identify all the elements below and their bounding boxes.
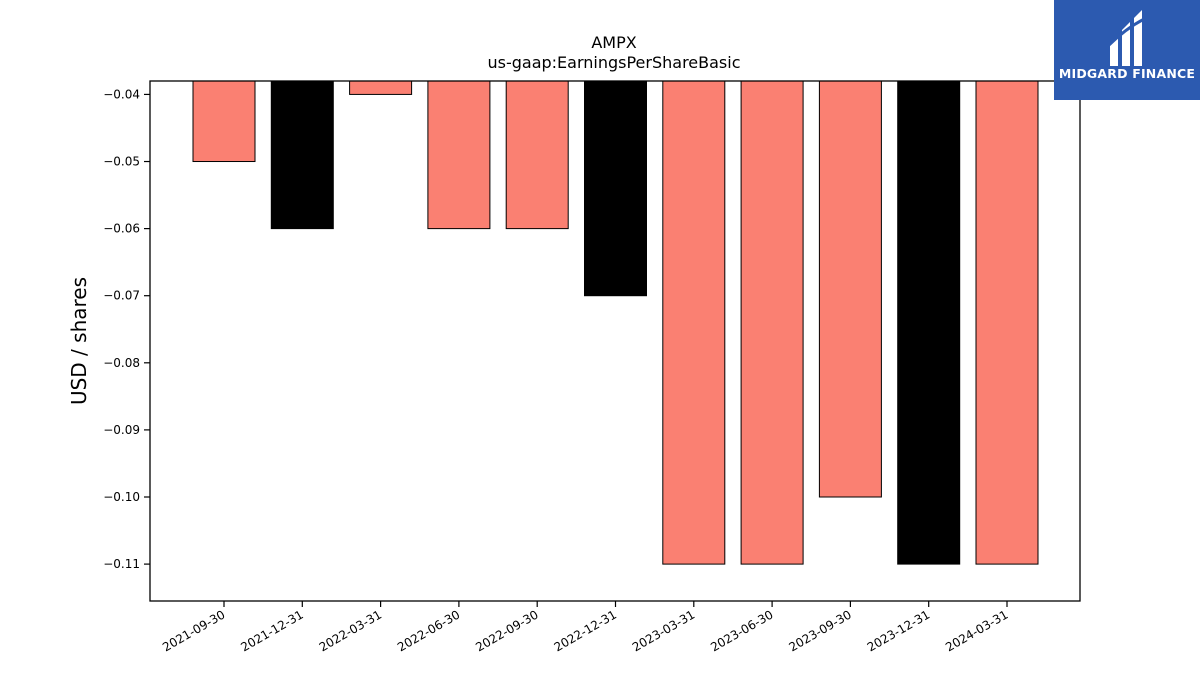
x-axis-ticks: 2021-09-30 2021-12-31 2022-03-31 2022-06-30… — [160, 601, 1011, 654]
x-tick-label: 2021-12-31 — [238, 607, 305, 654]
midgard-logo-icon — [1106, 10, 1147, 66]
bar-2022-12-31 — [584, 80, 647, 297]
bar-2023-09-30 — [818, 80, 882, 498]
x-tick-label: 2022-03-31 — [317, 607, 384, 654]
bar-2022-06-30 — [427, 80, 491, 230]
y-tick-label: −0.05 — [103, 155, 140, 169]
bar-2023-03-31 — [662, 80, 726, 565]
y-tick-label: −0.07 — [103, 289, 140, 303]
brand-logo: MIDGARD FINANCE — [1054, 0, 1200, 100]
bar-2024-03-31 — [975, 80, 1039, 565]
x-tick-label: 2023-09-30 — [786, 607, 853, 654]
chart-title: AMPX — [591, 33, 636, 52]
plot-frame — [149, 80, 1081, 602]
x-tick-label: 2023-03-31 — [630, 607, 697, 654]
x-tick-label: 2022-06-30 — [395, 607, 462, 654]
bar-2023-12-31 — [897, 80, 961, 565]
logo-text: MIDGARD FINANCE — [1058, 66, 1196, 81]
y-tick-label: −0.08 — [103, 356, 140, 370]
y-tick-label: −0.11 — [103, 557, 140, 571]
x-tick-label: 2023-06-30 — [708, 607, 775, 654]
y-tick-label: −0.04 — [103, 87, 140, 101]
x-tick-label: 2023-12-31 — [865, 607, 932, 654]
chart-subtitle: us-gaap:EarningsPerShareBasic — [487, 53, 740, 72]
y-tick-label: −0.06 — [103, 222, 140, 236]
x-tick-label: 2024-03-31 — [943, 607, 1010, 654]
bar-2022-09-30 — [505, 80, 569, 230]
y-axis-label: USD / shares — [67, 277, 91, 405]
bar-2022-03-31 — [349, 80, 413, 95]
x-tick-label: 2021-09-30 — [160, 607, 227, 654]
bar-2021-12-31 — [270, 80, 334, 230]
y-axis-ticks: −0.04 −0.05 −0.06 −0.07 −0.08 −0.09 −0.10 −0.11 — [103, 87, 150, 571]
y-tick-label: −0.09 — [103, 423, 140, 437]
bars — [192, 80, 1039, 565]
bar-2023-06-30 — [740, 80, 804, 565]
x-tick-label: 2022-09-30 — [473, 607, 540, 654]
y-tick-label: −0.10 — [103, 490, 140, 504]
bar-2021-09-30 — [192, 80, 256, 163]
x-tick-label: 2022-12-31 — [552, 607, 619, 654]
